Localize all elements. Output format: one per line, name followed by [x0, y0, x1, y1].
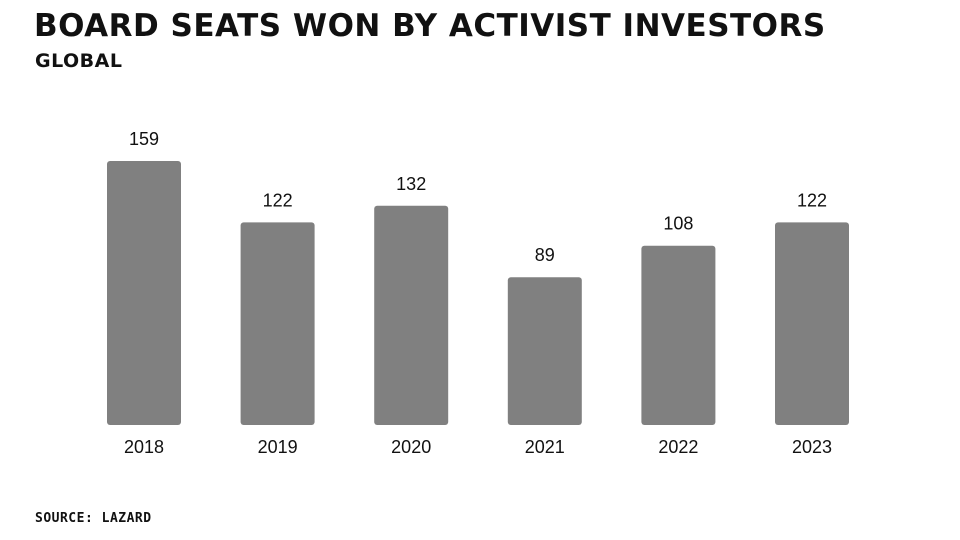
bar-2019	[240, 222, 315, 425]
category-label-2018: 2018	[124, 437, 164, 457]
value-label-2020: 132	[396, 174, 426, 194]
source-note: SOURCE: LAZARD	[35, 511, 152, 526]
bar-2018	[107, 161, 181, 425]
category-label-2022: 2022	[658, 437, 698, 457]
category-label-2020: 2020	[391, 437, 431, 457]
bar-2021	[507, 277, 582, 425]
value-label-2023: 122	[797, 190, 827, 210]
value-label-2021: 89	[535, 245, 555, 265]
value-label-2019: 122	[263, 190, 293, 210]
category-label-2023: 2023	[792, 437, 832, 457]
bar-2022	[641, 245, 716, 425]
chart-title: BOARD SEATS WON BY ACTIVIST INVESTORS	[34, 8, 826, 44]
value-label-2022: 108	[663, 214, 693, 234]
bar-2023	[775, 222, 849, 425]
value-label-2018: 159	[129, 129, 159, 149]
category-label-2021: 2021	[525, 437, 565, 457]
bar-2020	[374, 205, 449, 425]
category-label-2019: 2019	[258, 437, 298, 457]
chart-subtitle: GLOBAL	[35, 50, 123, 72]
